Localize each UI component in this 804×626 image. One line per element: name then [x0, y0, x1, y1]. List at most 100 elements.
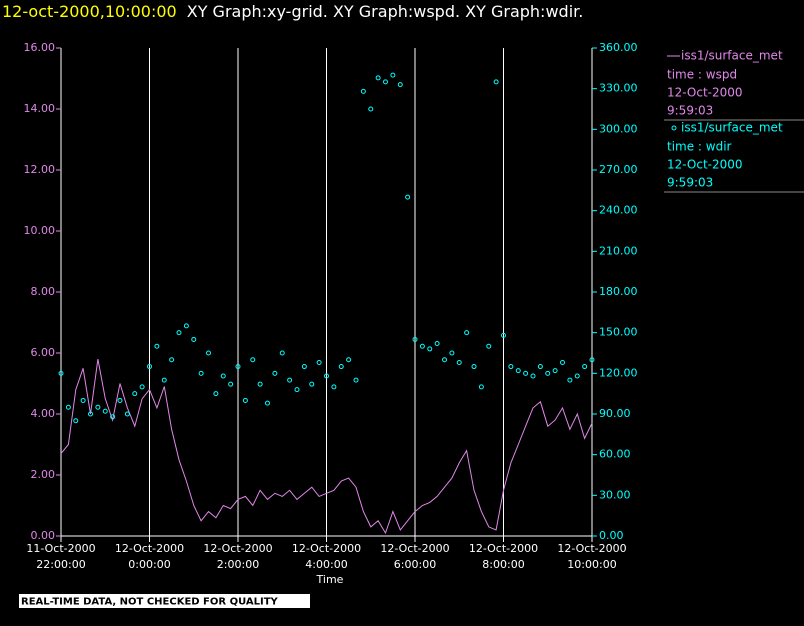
legend-entry: iss1/surface_met: [681, 121, 783, 135]
y-tick-label: 8.00: [31, 285, 56, 298]
wdir-point: [331, 384, 337, 390]
wdir-point: [228, 381, 234, 387]
wdir-point: [449, 350, 455, 356]
wspd-line: [60, 359, 593, 535]
x-tick-label: 11-Oct-2000: [26, 542, 95, 555]
wdir-point: [471, 364, 477, 370]
x-tick-label: 4:00:00: [305, 558, 347, 571]
wdir-point: [412, 336, 418, 342]
y-tick-label: 10.00: [24, 224, 56, 237]
y2-tick-label: 30.00: [599, 488, 631, 501]
wdir-point: [442, 357, 447, 363]
x-tick-label: 22:00:00: [36, 558, 85, 571]
y2-tick-label: 180.00: [599, 285, 638, 298]
wdir-point: [397, 82, 403, 88]
x-tick-label: 12-Oct-2000: [115, 542, 184, 555]
wdir-point: [346, 357, 352, 363]
x-tick-label: 6:00:00: [394, 558, 436, 571]
wdir-point: [154, 343, 160, 349]
wdir-point: [419, 343, 425, 349]
wdir-point: [213, 391, 219, 397]
wdir-point: [515, 368, 521, 374]
x-tick-label: 12-Oct-2000: [469, 542, 538, 555]
wdir-point: [279, 350, 285, 356]
x-tick-label: 12-Oct-2000: [292, 542, 361, 555]
wdir-point: [287, 377, 293, 383]
y-tick-label: 6.00: [31, 346, 56, 359]
wdir-point: [545, 370, 551, 376]
wdir-point: [353, 377, 359, 383]
legend-detail: 12-Oct-2000: [667, 158, 743, 172]
wdir-point: [530, 373, 536, 379]
wdir-point: [493, 79, 499, 85]
y2-tick-label: 270.00: [599, 163, 638, 176]
legend-detail: 9:59:03: [667, 104, 713, 118]
wdir-point: [294, 387, 300, 393]
wdir-point: [486, 343, 492, 349]
x-tick-label: 8:00:00: [482, 558, 524, 571]
wdir-point: [250, 357, 256, 363]
wdir-point: [434, 341, 440, 347]
legend-detail: 9:59:03: [667, 176, 713, 190]
wdir-point: [552, 368, 558, 374]
wdir-point: [324, 373, 329, 379]
wdir-point: [375, 75, 381, 81]
x-tick-label: 12-Oct-2000: [380, 542, 449, 555]
y2-tick-label: 0.00: [599, 529, 624, 542]
wdir-point: [191, 336, 197, 342]
wdir-point: [95, 404, 101, 410]
wdir-point: [65, 404, 71, 410]
wdir-point: [478, 384, 484, 390]
y2-tick-label: 60.00: [599, 448, 631, 461]
y2-tick-label: 150.00: [599, 326, 638, 339]
wdir-point: [176, 330, 182, 336]
wdir-point: [220, 373, 226, 379]
wdir-point: [272, 370, 278, 376]
y2-tick-label: 330.00: [599, 82, 638, 95]
wdir-point: [198, 370, 204, 376]
wdir-point: [257, 381, 263, 387]
title-time: 12-oct-2000,10:00:00: [2, 2, 177, 21]
wdir-point: [501, 332, 506, 338]
wdir-point: [169, 357, 175, 363]
wdir-point: [582, 364, 588, 370]
y-tick-label: 2.00: [31, 468, 56, 481]
wdir-point: [206, 350, 211, 356]
wdir-point: [80, 397, 86, 403]
y-tick-label: 4.00: [31, 407, 56, 420]
y-tick-label: 14.00: [24, 102, 56, 115]
wdir-point: [132, 391, 138, 397]
legend-symbol: [671, 125, 677, 131]
wdir-point: [560, 359, 565, 365]
y2-tick-label: 90.00: [599, 407, 631, 420]
x-axis-label: Time: [316, 573, 344, 586]
legend-detail: 12-Oct-2000: [667, 86, 743, 100]
wdir-point: [360, 88, 366, 94]
wdir-point: [405, 194, 411, 200]
wdir-point: [102, 408, 108, 414]
y-tick-label: 0.00: [31, 529, 56, 542]
quality-note: REAL-TIME DATA, NOT CHECKED FOR QUALITY: [21, 597, 279, 608]
wdir-point: [567, 377, 573, 383]
legend-entry: iss1/surface_met: [681, 49, 783, 63]
wdir-point: [58, 370, 64, 376]
wdir-point: [183, 323, 189, 329]
wdir-point: [235, 364, 241, 370]
wdir-point: [383, 79, 388, 85]
wdir-point: [88, 411, 93, 417]
x-tick-label: 2:00:00: [217, 558, 259, 571]
subtitle: XY Graph:xy-grid. XY Graph:wspd. XY Grap…: [187, 2, 584, 21]
wdir-point: [309, 381, 315, 387]
wdir-point: [390, 72, 396, 78]
wdir-point: [523, 370, 529, 376]
wdir-point: [589, 357, 595, 363]
wdir-point: [117, 397, 123, 403]
wdir-point: [464, 330, 470, 336]
wdir-point: [368, 106, 374, 112]
y-tick-label: 12.00: [24, 163, 56, 176]
wdir-point: [139, 384, 145, 390]
wdir-point: [242, 397, 248, 403]
wdir-point: [338, 364, 344, 370]
wdir-point: [110, 414, 116, 420]
y2-tick-label: 210.00: [599, 244, 638, 257]
